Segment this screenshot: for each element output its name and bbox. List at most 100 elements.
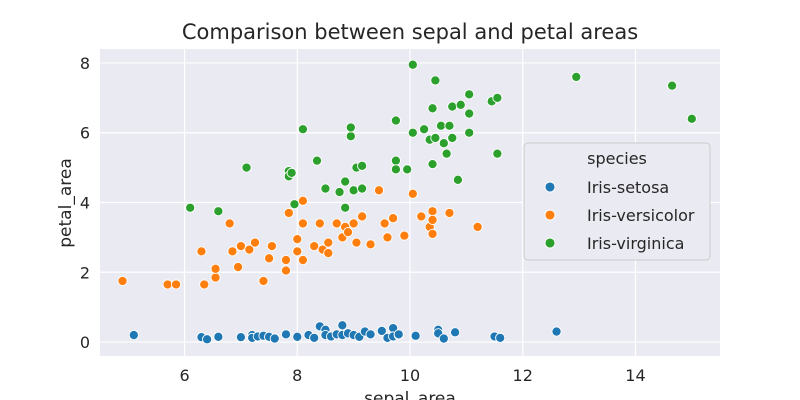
data-point bbox=[235, 332, 246, 343]
data-point bbox=[393, 329, 404, 340]
legend-box bbox=[523, 142, 711, 261]
x-tick-label: 6 bbox=[179, 366, 189, 385]
data-point bbox=[210, 272, 221, 283]
data-point bbox=[227, 246, 238, 257]
x-tick-labels: 6 8 10 12 14 bbox=[179, 366, 645, 385]
series-iris-virginica bbox=[185, 59, 697, 217]
data-point bbox=[444, 120, 455, 131]
data-point bbox=[427, 228, 438, 239]
data-point bbox=[235, 241, 246, 252]
data-point bbox=[452, 174, 463, 185]
data-point bbox=[309, 241, 320, 252]
x-axis-label: sepal_area bbox=[364, 389, 456, 400]
data-point bbox=[297, 218, 308, 229]
data-point bbox=[390, 155, 401, 166]
data-point bbox=[686, 113, 697, 124]
chart-title: Comparison between sepal and petal areas bbox=[182, 20, 638, 44]
data-point bbox=[241, 162, 252, 173]
data-point bbox=[213, 206, 224, 217]
data-point bbox=[292, 246, 303, 257]
data-point bbox=[444, 207, 455, 219]
series-iris-versicolor bbox=[117, 185, 483, 290]
data-point bbox=[334, 186, 345, 198]
data-point bbox=[438, 138, 449, 149]
y-tick-label: 0 bbox=[80, 333, 90, 352]
y-axis-label: petal_area bbox=[56, 158, 76, 247]
data-point bbox=[357, 160, 368, 171]
data-point bbox=[492, 148, 503, 159]
legend-marker bbox=[544, 209, 556, 221]
data-point bbox=[280, 329, 292, 340]
data-point bbox=[309, 332, 320, 343]
legend: species Iris-setosa Iris-versicolor Iris-v… bbox=[523, 142, 711, 261]
data-point bbox=[196, 246, 207, 257]
legend-items: Iris-setosa Iris-versicolor Iris-virginica bbox=[544, 178, 695, 253]
data-point bbox=[280, 265, 292, 276]
data-point bbox=[292, 331, 303, 342]
data-point bbox=[269, 333, 280, 344]
data-point bbox=[289, 199, 300, 210]
legend-marker bbox=[544, 181, 556, 193]
data-point bbox=[492, 92, 503, 103]
data-point bbox=[320, 183, 331, 194]
data-point bbox=[345, 122, 356, 133]
data-point bbox=[388, 213, 399, 224]
legend-title: species bbox=[587, 149, 647, 168]
data-point bbox=[297, 195, 308, 206]
data-point bbox=[402, 164, 413, 175]
data-point bbox=[202, 334, 213, 345]
data-point bbox=[464, 127, 475, 138]
data-point bbox=[390, 115, 401, 126]
data-point bbox=[266, 241, 277, 252]
y-tick-label: 2 bbox=[80, 263, 90, 282]
data-point bbox=[162, 279, 173, 290]
data-point bbox=[447, 132, 458, 144]
data-point bbox=[340, 176, 351, 187]
data-point bbox=[342, 227, 354, 238]
data-point bbox=[376, 325, 387, 336]
data-point bbox=[464, 89, 475, 100]
data-point bbox=[464, 108, 475, 119]
y-tick-label: 6 bbox=[80, 124, 90, 143]
data-point bbox=[495, 332, 506, 343]
data-point bbox=[283, 207, 294, 219]
data-point bbox=[264, 253, 275, 264]
legend-label: Iris-setosa bbox=[587, 178, 669, 197]
data-point bbox=[323, 237, 334, 248]
y-tick-labels: 0 2 4 6 8 bbox=[80, 54, 90, 352]
data-point bbox=[441, 148, 452, 159]
data-point bbox=[292, 234, 303, 245]
data-point bbox=[345, 131, 356, 142]
data-point bbox=[249, 237, 261, 248]
legend-label: Iris-versicolor bbox=[587, 206, 695, 225]
data-point bbox=[233, 261, 244, 273]
data-point bbox=[224, 218, 235, 229]
data-point bbox=[410, 330, 421, 341]
data-point bbox=[551, 326, 562, 337]
legend-marker bbox=[544, 237, 556, 249]
data-point bbox=[340, 202, 351, 213]
data-point bbox=[323, 248, 334, 259]
data-point bbox=[365, 239, 376, 250]
data-point bbox=[258, 275, 269, 287]
data-point bbox=[430, 132, 441, 144]
data-point bbox=[472, 221, 483, 232]
data-point bbox=[213, 331, 224, 342]
data-point bbox=[571, 71, 582, 82]
data-point bbox=[416, 211, 427, 222]
data-point bbox=[337, 320, 348, 331]
data-point bbox=[399, 230, 410, 241]
data-point bbox=[447, 101, 458, 112]
data-point bbox=[348, 185, 359, 196]
data-point bbox=[427, 103, 438, 114]
data-point bbox=[438, 333, 449, 344]
x-tick-label: 12 bbox=[513, 366, 533, 385]
data-point bbox=[455, 99, 466, 110]
data-point bbox=[314, 218, 325, 229]
data-point bbox=[390, 164, 401, 175]
data-point bbox=[311, 155, 323, 166]
y-tick-label: 8 bbox=[80, 54, 90, 73]
data-points bbox=[117, 59, 697, 345]
data-point bbox=[351, 237, 362, 248]
